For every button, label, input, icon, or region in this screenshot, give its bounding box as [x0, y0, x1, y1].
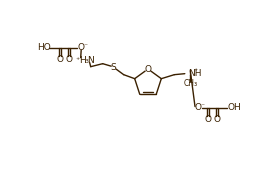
Text: S: S — [111, 63, 117, 72]
Text: O: O — [205, 115, 212, 124]
Text: ⁻: ⁻ — [200, 102, 205, 111]
Text: O: O — [213, 115, 220, 124]
Text: NH: NH — [188, 69, 202, 78]
Text: O: O — [195, 103, 202, 112]
Text: 3: 3 — [84, 59, 88, 64]
Text: O: O — [145, 65, 152, 74]
Text: CH₃: CH₃ — [183, 79, 197, 88]
Text: O: O — [65, 55, 72, 64]
Text: N: N — [87, 56, 93, 65]
Text: ⁺: ⁺ — [76, 56, 80, 65]
Text: H: H — [79, 56, 86, 65]
Text: O: O — [77, 43, 84, 52]
Text: OH: OH — [227, 103, 241, 112]
Text: O: O — [56, 55, 63, 64]
Text: ⁺: ⁺ — [193, 67, 198, 76]
Text: ⁻: ⁻ — [83, 41, 87, 50]
Text: HO: HO — [37, 43, 51, 52]
